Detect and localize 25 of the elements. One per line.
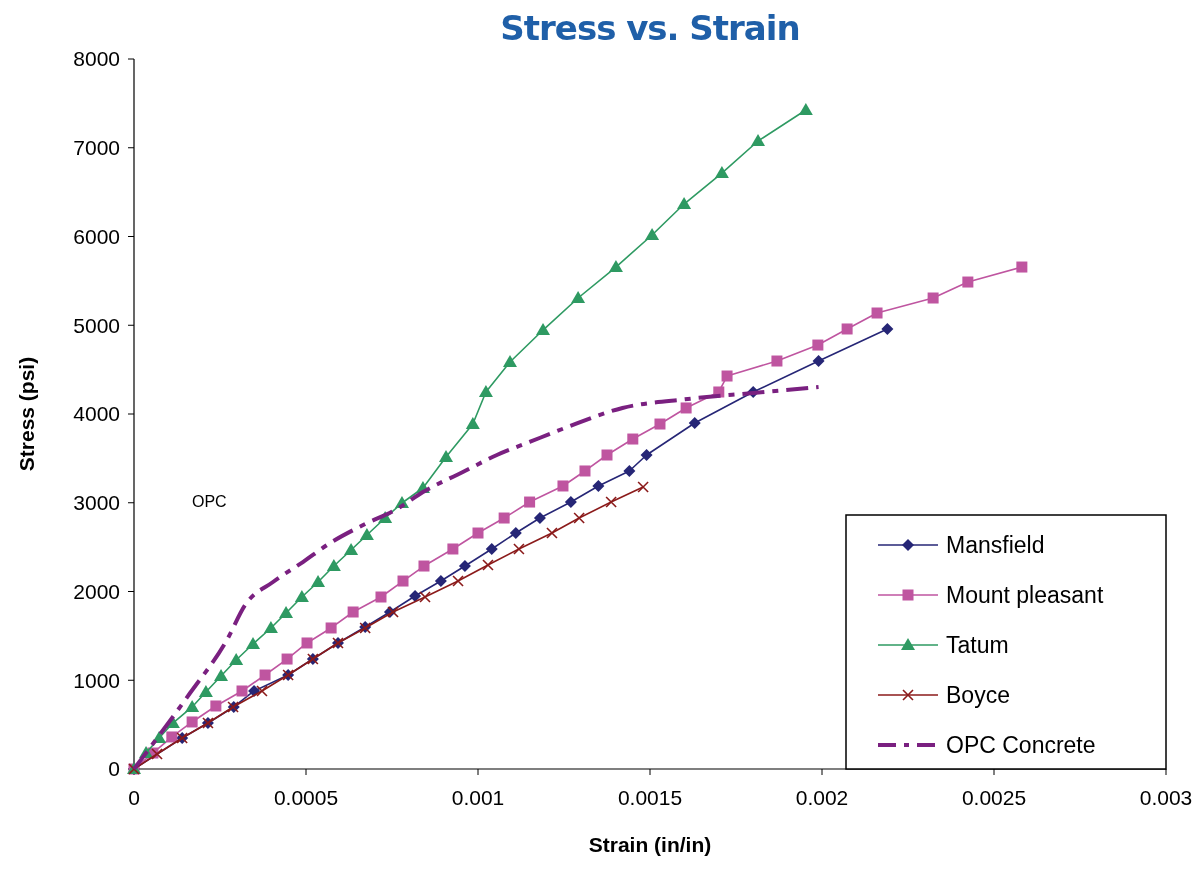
y-tick-label: 8000 bbox=[73, 47, 120, 71]
y-tick-label: 2000 bbox=[73, 579, 120, 603]
y-tick-label: 4000 bbox=[73, 402, 120, 426]
legend-label: Mansfield bbox=[946, 532, 1045, 559]
legend-label: OPC Concrete bbox=[946, 732, 1096, 759]
x-tick-label: 0.003 bbox=[1139, 786, 1193, 809]
x-tick-label: 0.002 bbox=[795, 786, 849, 809]
x-tick-label: 0.0025 bbox=[961, 786, 1027, 809]
legend-label: Tatum bbox=[946, 632, 1009, 659]
x-tick-label: 0.001 bbox=[451, 786, 505, 809]
y-tick-label: 6000 bbox=[73, 224, 120, 248]
y-axis-title: Stress (psi) bbox=[15, 356, 38, 472]
chart-title: Stress vs. Strain bbox=[500, 8, 800, 48]
x-axis-title: Strain (in/in) bbox=[588, 833, 712, 856]
y-tick-label: 1000 bbox=[73, 668, 120, 692]
y-tick-label: 0 bbox=[108, 757, 120, 781]
y-tick-label: 5000 bbox=[73, 313, 120, 337]
x-tick-label: 0.0015 bbox=[617, 786, 683, 809]
legend-label: Mount pleasant bbox=[946, 582, 1104, 609]
annotation: OPC bbox=[192, 493, 227, 510]
x-tick-label: 0 bbox=[128, 786, 140, 809]
y-tick-label: 3000 bbox=[73, 491, 120, 515]
x-tick-label: 0.0005 bbox=[273, 786, 339, 809]
legend-label: Boyce bbox=[946, 682, 1010, 709]
y-tick-label: 7000 bbox=[73, 136, 120, 160]
